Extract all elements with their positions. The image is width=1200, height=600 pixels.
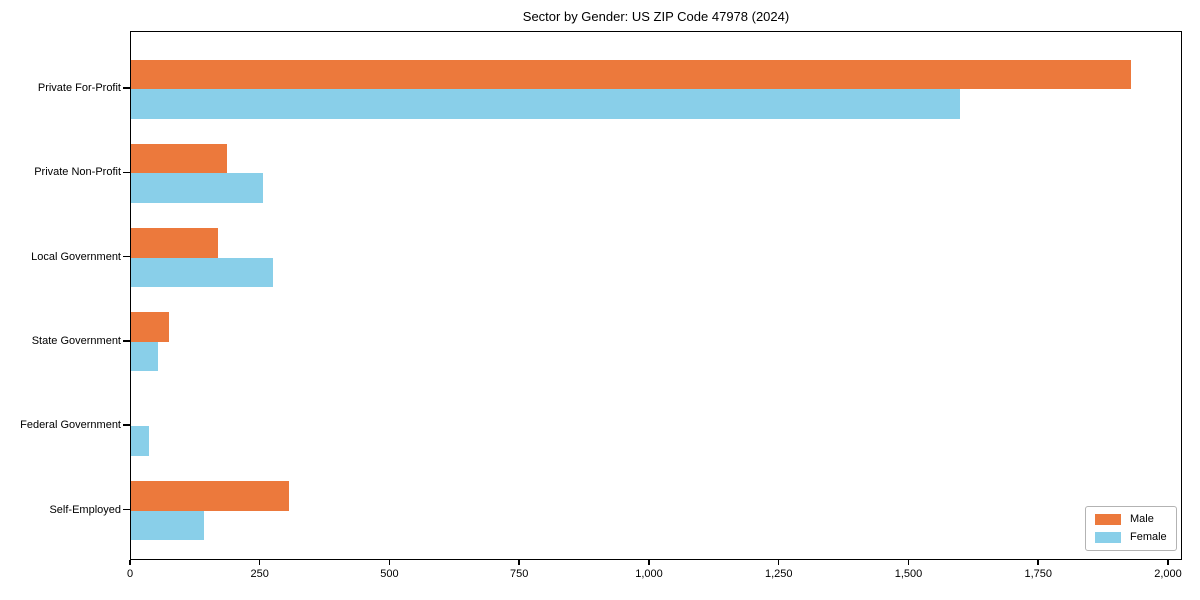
bar-female-state-government [131, 341, 159, 372]
bar-male-private-non-profit [131, 143, 227, 174]
legend-label-male: Male [1130, 513, 1154, 525]
plot-area [130, 31, 1182, 560]
bar-male-private-for-profit [131, 59, 1131, 89]
x-tick-mark [777, 560, 780, 565]
bar-male-local-government [131, 228, 219, 258]
y-tick-label-local-government: Local Government [31, 250, 121, 263]
x-tick-label-1-000: 1,000 [635, 568, 663, 580]
x-tick-mark [258, 560, 261, 565]
y-tick-label-private-for-profit: Private For-Profit [37, 82, 121, 94]
y-tick-label-private-non-profit: Private Non-Profit [34, 166, 121, 179]
y-tick-label-federal-government: Federal Government [20, 419, 121, 432]
y-tick-mark [123, 255, 130, 258]
x-tick-mark [648, 560, 650, 565]
chart-title: Sector by Gender: US ZIP Code 47978 (202… [522, 9, 790, 24]
bar-male-state-government [131, 312, 169, 342]
y-tick-label-self-employed: Self-Employed [49, 503, 121, 516]
legend-swatch-male [1095, 514, 1121, 525]
x-tick-mark [129, 560, 131, 565]
y-tick-mark [123, 87, 130, 89]
bar-male-self-employed [131, 481, 289, 511]
y-tick-mark [123, 508, 130, 511]
bar-female-local-government [131, 257, 274, 288]
bar-female-private-non-profit [131, 173, 264, 203]
x-tick-label-0: 0 [126, 568, 134, 580]
x-tick-label-750: 750 [510, 568, 529, 580]
x-tick-label-2-000: 2,000 [1154, 568, 1182, 580]
x-tick-label-500: 500 [380, 568, 399, 580]
x-tick-mark [907, 560, 910, 565]
x-tick-mark [388, 560, 391, 565]
bar-female-self-employed [131, 510, 204, 540]
legend-label-female: Female [1130, 531, 1167, 543]
x-tick-label-1-250: 1,250 [764, 568, 793, 580]
y-tick-mark [123, 171, 130, 174]
x-tick-mark [1167, 560, 1169, 565]
y-tick-mark [123, 424, 130, 426]
legend: Male Female [1085, 506, 1177, 551]
legend-swatch-female [1095, 532, 1121, 543]
x-tick-label-1-750: 1,750 [1024, 568, 1052, 580]
bar-female-federal-government [131, 426, 150, 456]
y-tick-label-state-government: State Government [31, 334, 121, 347]
bar-female-private-for-profit [131, 89, 960, 119]
y-tick-mark [123, 340, 130, 342]
x-tick-mark [518, 560, 520, 565]
x-tick-label-250: 250 [250, 568, 269, 580]
legend-entry-male: Male [1095, 514, 1167, 525]
legend-entry-female: Female [1095, 532, 1167, 543]
x-tick-mark [1037, 560, 1039, 565]
x-tick-label-1-500: 1,500 [894, 568, 923, 580]
